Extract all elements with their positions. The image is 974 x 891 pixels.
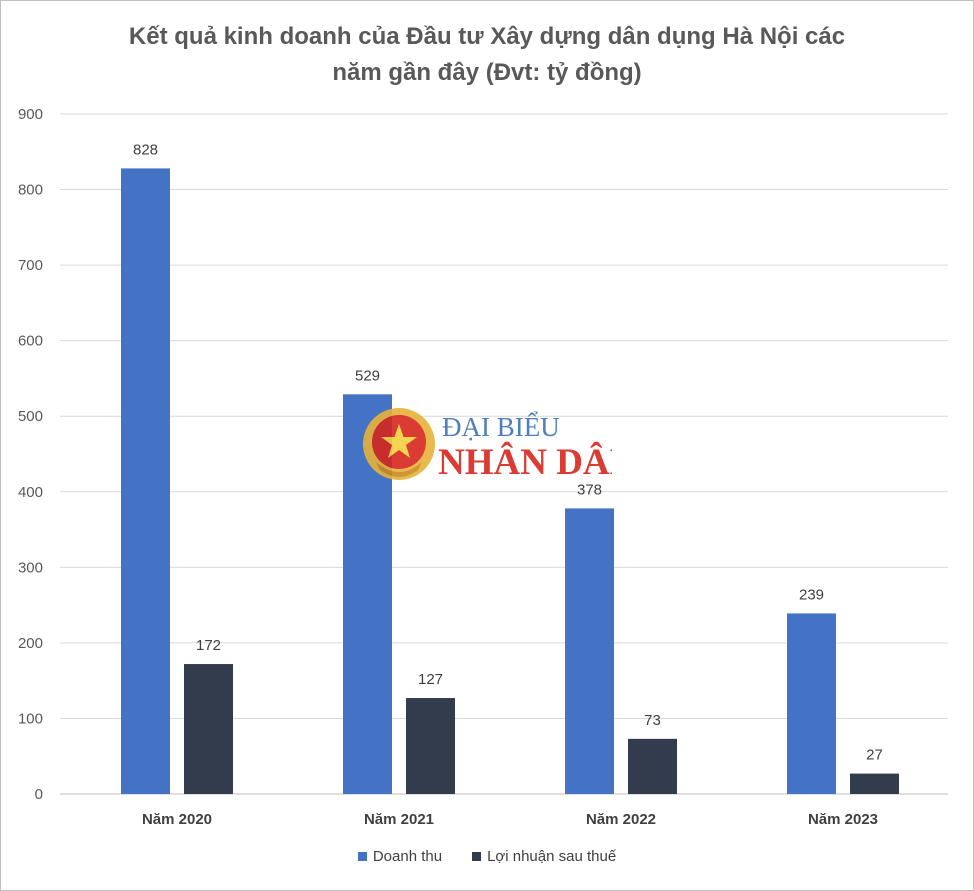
x-tick-label: Năm 2023 xyxy=(808,811,878,828)
bar-series-1 xyxy=(850,773,899,794)
x-tick-label: Năm 2022 xyxy=(586,811,656,828)
data-label: 172 xyxy=(196,637,221,654)
y-tick-label: 100 xyxy=(18,710,43,727)
watermark-line2: NHÂN DÂN xyxy=(438,441,612,483)
bar-series-0 xyxy=(565,508,614,794)
y-tick-label: 400 xyxy=(18,484,43,501)
y-tick-label: 200 xyxy=(18,635,43,652)
bar-series-1 xyxy=(628,738,677,794)
watermark-logo: ĐẠI BIỂU NHÂN DÂN xyxy=(363,408,612,483)
y-tick-label: 0 xyxy=(35,786,43,803)
y-tick-label: 700 xyxy=(18,257,43,274)
x-tick-label: Năm 2020 xyxy=(142,811,212,828)
y-tick-label: 800 xyxy=(18,182,43,199)
y-tick-label: 600 xyxy=(18,333,43,350)
x-tick-label: Năm 2021 xyxy=(364,811,434,828)
legend-swatch-series-1 xyxy=(472,852,482,861)
vietnam-national-emblem-icon xyxy=(363,408,435,480)
data-label: 127 xyxy=(418,671,443,688)
bar-series-1 xyxy=(406,698,455,794)
data-label: 529 xyxy=(355,367,380,384)
data-label: 73 xyxy=(644,712,661,729)
watermark-line1: ĐẠI BIỂU xyxy=(442,411,560,442)
y-tick-label: 500 xyxy=(18,408,43,425)
chart-legend: Doanh thu Lợi nhuận sau thuế xyxy=(0,848,974,865)
legend-label-series-1: Lợi nhuận sau thuế xyxy=(487,848,617,865)
bar-series-1 xyxy=(184,664,233,794)
y-tick-label: 900 xyxy=(18,106,43,123)
data-label: 828 xyxy=(133,141,158,158)
legend-label-series-0: Doanh thu xyxy=(372,848,443,865)
data-label: 378 xyxy=(577,481,602,498)
y-tick-label: 300 xyxy=(18,559,43,576)
bar-series-0 xyxy=(787,613,836,794)
legend-item-series-0: Doanh thu xyxy=(357,848,443,865)
legend-swatch-series-0 xyxy=(357,852,367,861)
chart-title-line1: Kết quả kinh doanh của Đầu tư Xây dựng d… xyxy=(128,23,846,50)
bar-series-0 xyxy=(121,168,170,794)
data-label: 239 xyxy=(799,586,824,603)
data-label: 27 xyxy=(866,747,883,764)
legend-item-series-1: Lợi nhuận sau thuế xyxy=(472,848,616,865)
chart-title-line2: năm gần đây (Đvt: tỷ đồng) xyxy=(332,59,642,86)
